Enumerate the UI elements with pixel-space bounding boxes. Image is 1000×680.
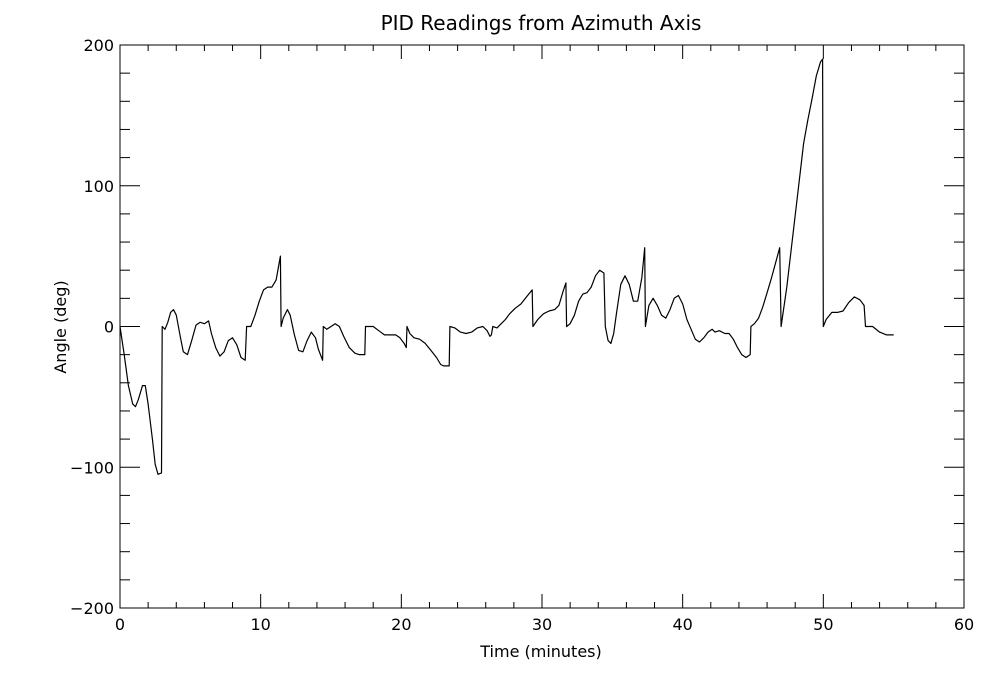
- y-tick-label: −100: [70, 458, 114, 477]
- major-ticks: [119, 44, 965, 609]
- x-tick-label: 30: [532, 615, 552, 634]
- y-tick-label: −200: [70, 599, 114, 618]
- y-tick-labels: −200 −100 0 100 200: [70, 36, 114, 618]
- x-tick-label: 10: [250, 615, 270, 634]
- series-line: [119, 58, 894, 475]
- minor-ticks: [120, 45, 964, 608]
- x-tick-label: 40: [672, 615, 692, 634]
- x-tick-label: 20: [391, 615, 411, 634]
- y-tick-label: 0: [104, 318, 114, 337]
- x-tick-label: 60: [954, 615, 974, 634]
- x-tick-label: 0: [115, 615, 125, 634]
- y-axis-label: Angle (deg): [51, 280, 70, 373]
- x-axis-label: Time (minutes): [479, 642, 602, 661]
- y-tick-label: 200: [83, 36, 114, 55]
- x-tick-labels: 0 10 20 30 40 50 60: [115, 615, 974, 634]
- x-tick-label: 50: [813, 615, 833, 634]
- chart-title: PID Readings from Azimuth Axis: [381, 11, 702, 35]
- y-tick-label: 100: [83, 177, 114, 196]
